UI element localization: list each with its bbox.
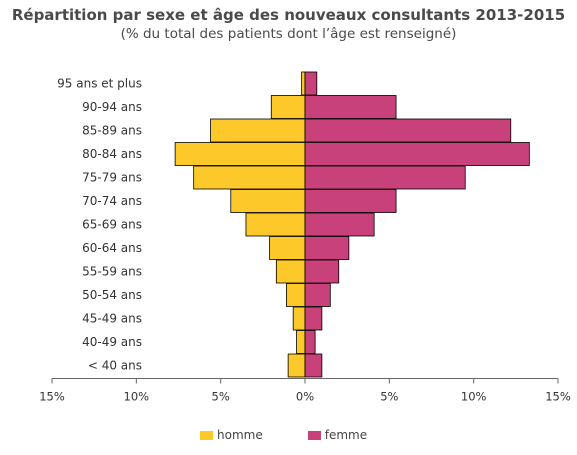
bar-femme (304, 353, 323, 378)
bar-homme (230, 189, 306, 213)
bar-homme (245, 212, 306, 237)
category-label: 95 ans et plus (57, 77, 142, 91)
x-tick-label: 5% (212, 390, 230, 404)
category-label: 90-94 ans (82, 100, 142, 114)
bar-homme (296, 330, 306, 354)
bar-homme (292, 306, 306, 331)
bar-homme (210, 118, 306, 143)
bar-homme (174, 142, 306, 166)
x-tick-label: 15% (545, 390, 571, 404)
bar-femme (304, 283, 331, 307)
category-label: 50-54 ans (82, 288, 142, 302)
x-tick-label: 5% (380, 390, 398, 404)
bar-femme (304, 142, 530, 166)
bar-homme (270, 95, 306, 119)
legend-label-homme: homme (217, 428, 263, 442)
category-label: 85-89 ans (82, 124, 142, 138)
bar-homme (269, 236, 306, 260)
bar-homme (287, 353, 306, 378)
bar-homme (275, 259, 306, 284)
chart-title: Répartition par sexe et âge des nouveaux… (11, 6, 566, 24)
bar-femme (304, 259, 340, 284)
category-label: 70-74 ans (82, 194, 142, 208)
x-tick-label: 10% (124, 390, 150, 404)
category-label: 65-69 ans (82, 218, 142, 232)
category-label: 45-49 ans (82, 312, 142, 326)
bar-femme (304, 165, 466, 190)
bar-femme (304, 330, 316, 354)
bar-femme (304, 306, 323, 331)
category-label: 75-79 ans (82, 171, 142, 185)
x-tick-label: 15% (39, 390, 65, 404)
category-label: 55-59 ans (82, 265, 142, 279)
bar-femme (304, 118, 512, 143)
bar-femme (304, 95, 397, 119)
legend: homme femme (200, 428, 367, 442)
legend-swatch-femme (307, 430, 321, 440)
bar-homme (193, 165, 306, 190)
category-label: 60-64 ans (82, 241, 142, 255)
bar-homme (286, 283, 306, 307)
bar-homme (301, 71, 306, 96)
chart-subtitle: (% du total des patients dont l’âge est … (120, 26, 457, 42)
category-label: < 40 ans (88, 359, 142, 373)
legend-label-femme: femme (324, 428, 368, 442)
category-label: 80-84 ans (82, 147, 142, 161)
x-tick-label: 0% (296, 390, 314, 404)
legend-item-femme: femme (307, 428, 368, 442)
legend-swatch-homme (200, 430, 213, 440)
bar-femme (304, 189, 397, 213)
bar-femme (304, 236, 350, 260)
legend-item-homme: homme (200, 428, 263, 442)
bar-femme (304, 71, 318, 96)
bar-femme (304, 212, 375, 237)
x-tick-label: 10% (461, 390, 487, 404)
category-label: 40-49 ans (82, 335, 142, 349)
